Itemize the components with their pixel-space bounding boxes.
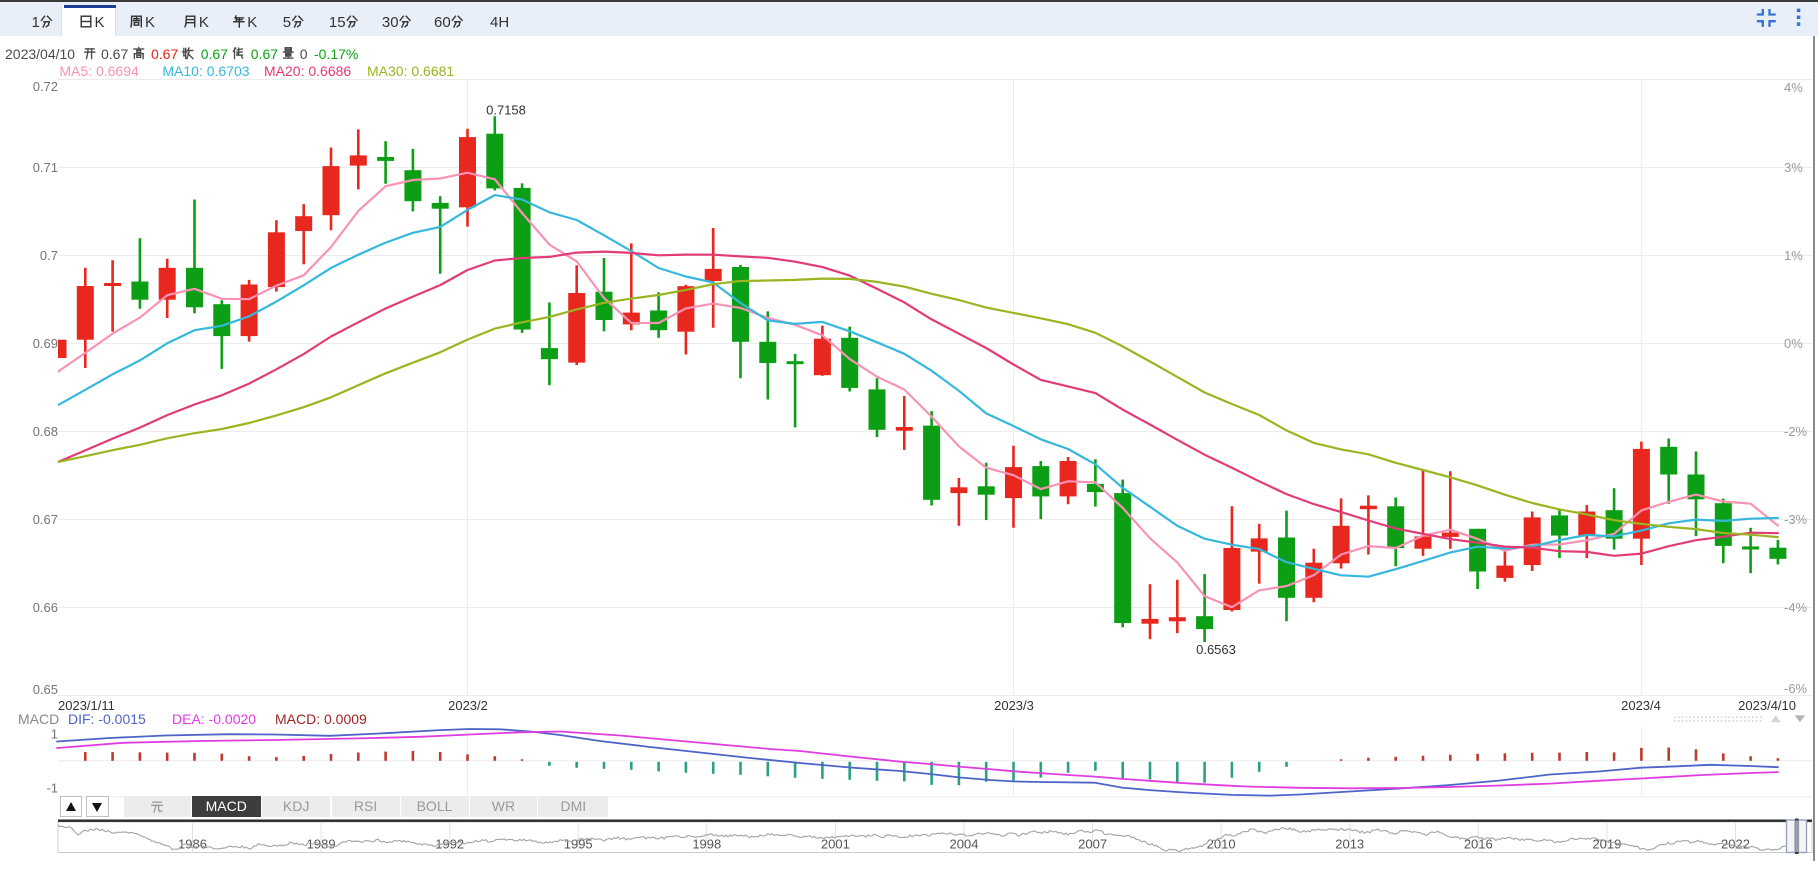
svg-text:K: K <box>95 14 105 31</box>
svg-text:0.72: 0.72 <box>33 79 58 94</box>
svg-text:2022: 2022 <box>1721 837 1750 852</box>
svg-text:-6%: -6% <box>1784 681 1808 696</box>
svg-text:2001: 2001 <box>821 837 850 852</box>
svg-text:5: 5 <box>283 14 291 31</box>
svg-text:2023/1/11: 2023/1/11 <box>58 698 115 713</box>
svg-text:1992: 1992 <box>435 837 464 852</box>
svg-text:0.71: 0.71 <box>33 160 58 175</box>
svg-text:2013: 2013 <box>1335 837 1364 852</box>
svg-text:60: 60 <box>434 14 451 31</box>
svg-text:4%: 4% <box>1784 80 1803 95</box>
svg-text:0.7: 0.7 <box>40 248 58 263</box>
svg-text:2004: 2004 <box>950 837 979 852</box>
svg-text:MACD: MACD <box>18 711 59 727</box>
svg-text:-1: -1 <box>46 780 58 795</box>
svg-text:15: 15 <box>329 14 346 31</box>
svg-text:0.69: 0.69 <box>33 336 58 351</box>
svg-text:MACD: 0.0009: MACD: 0.0009 <box>275 711 367 727</box>
svg-text:0.7158: 0.7158 <box>486 103 526 118</box>
svg-text:1989: 1989 <box>307 837 336 852</box>
svg-text:4H: 4H <box>490 14 509 31</box>
svg-text:-3%: -3% <box>1784 512 1808 527</box>
svg-text:2023/4: 2023/4 <box>1621 698 1661 713</box>
svg-text:1: 1 <box>32 14 40 31</box>
svg-text:K: K <box>145 14 155 31</box>
svg-text:1: 1 <box>51 726 58 741</box>
svg-text:1998: 1998 <box>692 837 721 852</box>
svg-text:K: K <box>199 14 209 31</box>
svg-text:2023/3: 2023/3 <box>994 698 1034 713</box>
svg-text:0%: 0% <box>1784 336 1803 351</box>
svg-text:0.6563: 0.6563 <box>1196 642 1236 657</box>
svg-text:1986: 1986 <box>178 837 207 852</box>
svg-text:3%: 3% <box>1784 160 1803 175</box>
svg-text:DIF: -0.0015: DIF: -0.0015 <box>68 711 146 727</box>
svg-text:0.67: 0.67 <box>33 512 58 527</box>
svg-text:DEA: -0.0020: DEA: -0.0020 <box>172 711 256 727</box>
svg-text:2016: 2016 <box>1464 837 1493 852</box>
svg-text:2023/4/10: 2023/4/10 <box>1738 698 1796 713</box>
svg-text:K: K <box>247 14 257 31</box>
svg-text:0.68: 0.68 <box>33 424 58 439</box>
svg-text:30: 30 <box>382 14 399 31</box>
svg-text:2007: 2007 <box>1078 837 1107 852</box>
svg-text:1%: 1% <box>1784 248 1803 263</box>
svg-text:0.65: 0.65 <box>33 682 58 697</box>
svg-text:2023/2: 2023/2 <box>448 698 488 713</box>
svg-text:0.66: 0.66 <box>33 600 58 615</box>
svg-text:1995: 1995 <box>564 837 593 852</box>
svg-text:-2%: -2% <box>1784 424 1808 439</box>
svg-text:-4%: -4% <box>1784 600 1808 615</box>
